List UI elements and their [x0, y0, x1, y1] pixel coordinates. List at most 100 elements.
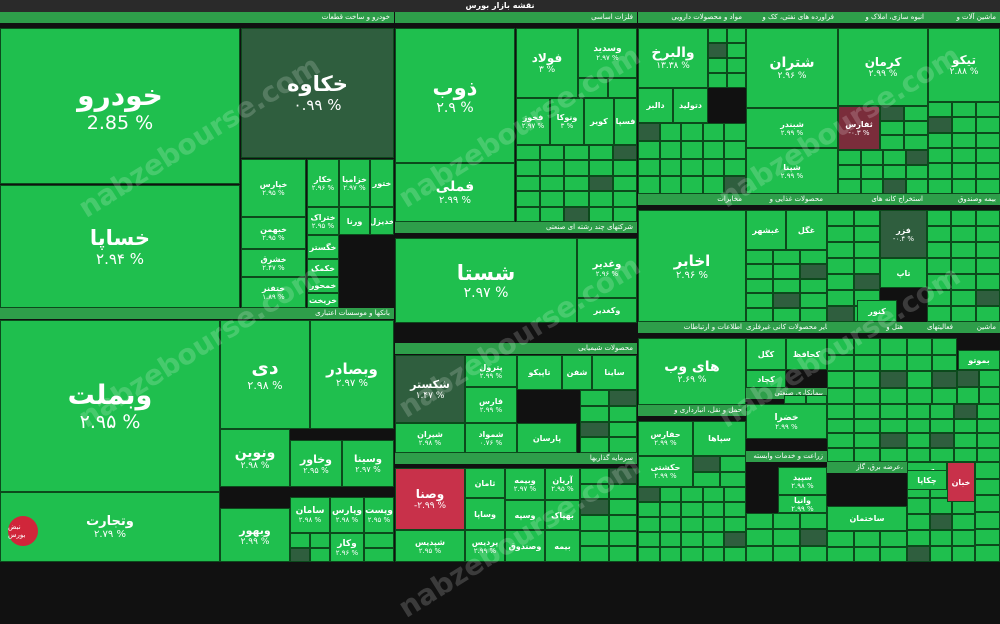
small-symbol-tile[interactable] [907, 419, 930, 434]
small-symbol-tile[interactable] [977, 404, 1000, 419]
small-symbol-tile[interactable] [854, 371, 881, 388]
small-symbol-tile[interactable] [907, 546, 930, 562]
sector-header[interactable]: فعالیتهای [907, 322, 957, 333]
small-symbol-cluster[interactable] [746, 250, 827, 322]
small-symbol-tile[interactable] [827, 210, 854, 226]
stock-tile[interactable]: بموتو [958, 350, 1000, 370]
stock-tile[interactable]: چکاپا [907, 470, 947, 490]
small-symbol-tile[interactable] [540, 207, 564, 222]
small-symbol-tile[interactable] [951, 306, 975, 322]
sector-header[interactable]: مواد و محصولات دارویی [638, 12, 746, 23]
sector-header[interactable]: فراورده های نفتی، کک و [746, 12, 838, 23]
stock-tile[interactable]: وصندوق [505, 530, 545, 562]
small-symbol-tile[interactable] [746, 529, 773, 545]
small-symbol-cluster[interactable] [907, 338, 957, 404]
small-symbol-tile[interactable] [975, 462, 1000, 479]
small-symbol-tile[interactable] [589, 145, 613, 160]
small-symbol-tile[interactable] [951, 242, 975, 258]
small-symbol-cluster[interactable] [928, 102, 1000, 194]
small-symbol-tile[interactable] [827, 404, 854, 419]
small-symbol-tile[interactable] [880, 371, 907, 388]
small-symbol-tile[interactable] [952, 117, 976, 132]
stock-tile[interactable]: فزر-۰.۴ % [880, 210, 927, 258]
small-symbol-tile[interactable] [727, 28, 746, 43]
small-symbol-tile[interactable] [310, 533, 330, 548]
small-symbol-tile[interactable] [290, 548, 310, 563]
stock-tile[interactable]: وسپه [505, 500, 545, 530]
small-symbol-tile[interactable] [364, 548, 394, 563]
small-symbol-tile[interactable] [976, 226, 1000, 242]
small-symbol-tile[interactable] [720, 472, 747, 488]
sector-header[interactable]: محصولات شیمیایی [395, 343, 637, 354]
stock-tile[interactable]: سپاها [693, 421, 746, 456]
small-symbol-cluster[interactable] [880, 106, 928, 150]
small-symbol-tile[interactable] [681, 502, 703, 517]
small-symbol-tile[interactable] [827, 258, 854, 274]
small-symbol-tile[interactable] [907, 355, 932, 372]
small-symbol-tile[interactable] [880, 355, 907, 372]
small-symbol-cluster[interactable] [516, 145, 637, 222]
small-symbol-tile[interactable] [720, 456, 747, 472]
small-symbol-tile[interactable] [952, 102, 976, 117]
small-symbol-tile[interactable] [609, 499, 638, 515]
small-symbol-tile[interactable] [773, 293, 800, 307]
small-symbol-tile[interactable] [660, 159, 682, 177]
stock-tile[interactable]: کگل [746, 338, 786, 370]
small-symbol-tile[interactable] [613, 160, 637, 175]
small-symbol-tile[interactable] [952, 514, 975, 530]
small-symbol-tile[interactable] [954, 404, 977, 419]
sector-header[interactable]: ماشین [957, 322, 1000, 333]
sector-header[interactable]: زراعت و خدمات وابسته [746, 451, 827, 462]
small-symbol-tile[interactable] [609, 406, 638, 422]
small-symbol-tile[interactable] [904, 135, 928, 150]
stock-tile[interactable]: خدیزل [370, 207, 394, 235]
small-symbol-tile[interactable] [976, 306, 1000, 322]
sector-header[interactable]: استخراج کانه های [827, 194, 927, 205]
small-symbol-tile[interactable] [564, 207, 588, 222]
small-symbol-tile[interactable] [976, 274, 1000, 290]
small-symbol-tile[interactable] [609, 468, 638, 484]
small-symbol-tile[interactable] [907, 514, 930, 530]
stock-tile[interactable]: کچاد [746, 370, 786, 388]
sector-header[interactable]: عرضه برق، گاز، [827, 462, 907, 473]
small-symbol-tile[interactable] [290, 533, 310, 548]
small-symbol-tile[interactable] [609, 390, 638, 406]
small-symbol-tile[interactable] [951, 258, 975, 274]
stock-tile[interactable]: وصنا-۲.۹۹ % [395, 468, 465, 530]
small-symbol-tile[interactable] [928, 102, 952, 117]
small-symbol-tile[interactable] [703, 141, 725, 159]
sector-header[interactable]: حمل و نقل، انبارداری و [638, 405, 746, 416]
small-symbol-tile[interactable] [724, 123, 746, 141]
small-symbol-tile[interactable] [907, 448, 930, 463]
small-symbol-tile[interactable] [951, 210, 975, 226]
small-symbol-tile[interactable] [364, 533, 394, 548]
small-symbol-tile[interactable] [703, 176, 725, 194]
small-symbol-tile[interactable] [883, 179, 906, 194]
small-symbol-tile[interactable] [976, 258, 1000, 274]
small-symbol-cluster[interactable] [580, 468, 637, 562]
small-symbol-tile[interactable] [693, 456, 720, 472]
sector-header[interactable]: سایر محصولات کانی غیرفلزی [746, 322, 827, 333]
small-symbol-tile[interactable] [930, 514, 953, 530]
small-symbol-tile[interactable] [613, 191, 637, 206]
small-symbol-tile[interactable] [660, 517, 682, 532]
